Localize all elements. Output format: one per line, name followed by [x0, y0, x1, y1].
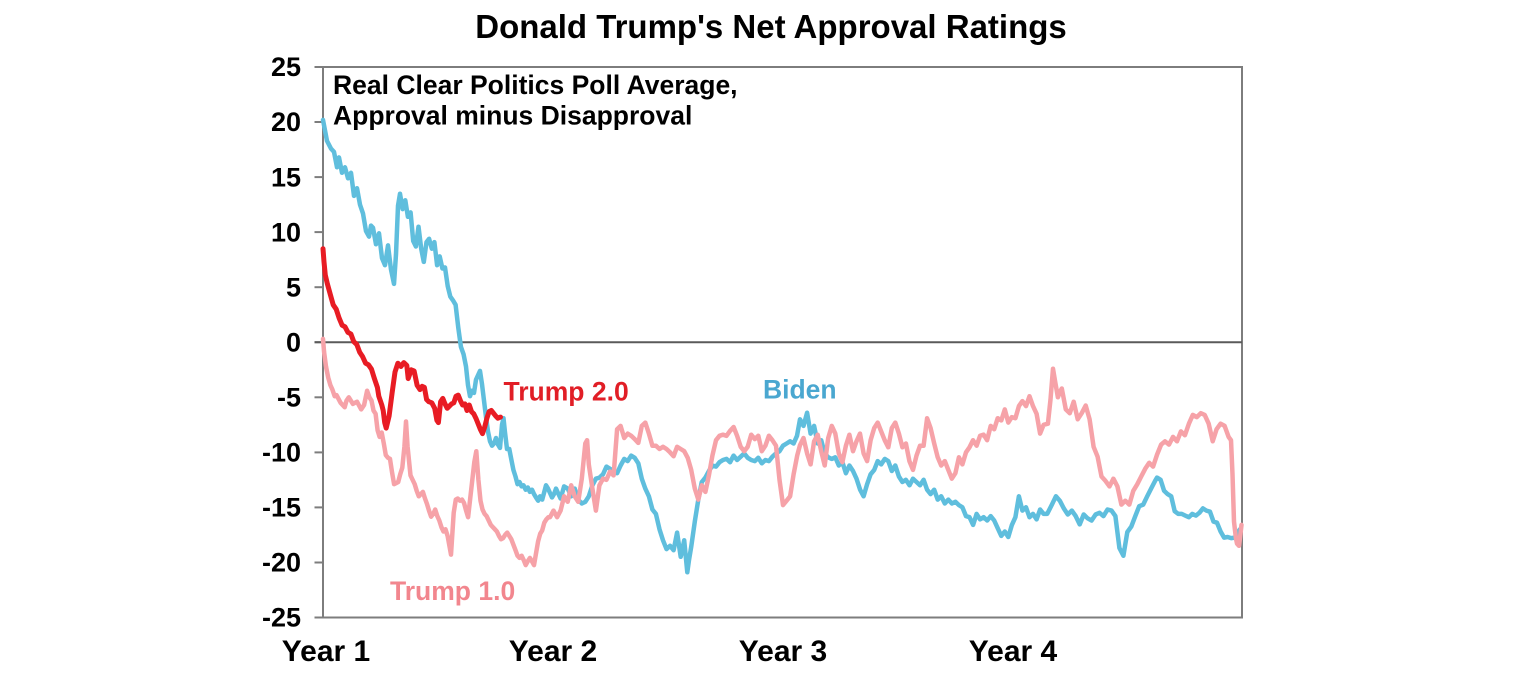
svg-text:-5: -5: [277, 383, 301, 413]
svg-text:Biden: Biden: [763, 375, 837, 405]
svg-text:Trump 1.0: Trump 1.0: [390, 576, 515, 606]
svg-text:Year 1: Year 1: [282, 635, 370, 668]
svg-text:15: 15: [271, 162, 301, 192]
svg-text:Trump 2.0: Trump 2.0: [504, 377, 629, 407]
svg-text:5: 5: [286, 272, 301, 302]
svg-text:Real Clear Politics Poll Avera: Real Clear Politics Poll Average,: [333, 70, 738, 100]
svg-text:10: 10: [271, 217, 301, 247]
svg-text:Year 3: Year 3: [739, 635, 827, 668]
svg-text:Year 2: Year 2: [509, 635, 597, 668]
svg-text:0: 0: [286, 327, 301, 357]
svg-text:-15: -15: [262, 493, 301, 523]
svg-text:20: 20: [271, 107, 301, 137]
svg-text:Approval minus Disapproval: Approval minus Disapproval: [333, 101, 692, 131]
svg-text:Year 4: Year 4: [969, 635, 1058, 668]
svg-text:Donald Trump's Net Approval Ra: Donald Trump's Net Approval Ratings: [475, 8, 1067, 45]
svg-text:-20: -20: [262, 548, 301, 578]
svg-text:25: 25: [271, 52, 301, 82]
svg-text:-25: -25: [262, 603, 301, 633]
svg-text:-10: -10: [262, 438, 301, 468]
